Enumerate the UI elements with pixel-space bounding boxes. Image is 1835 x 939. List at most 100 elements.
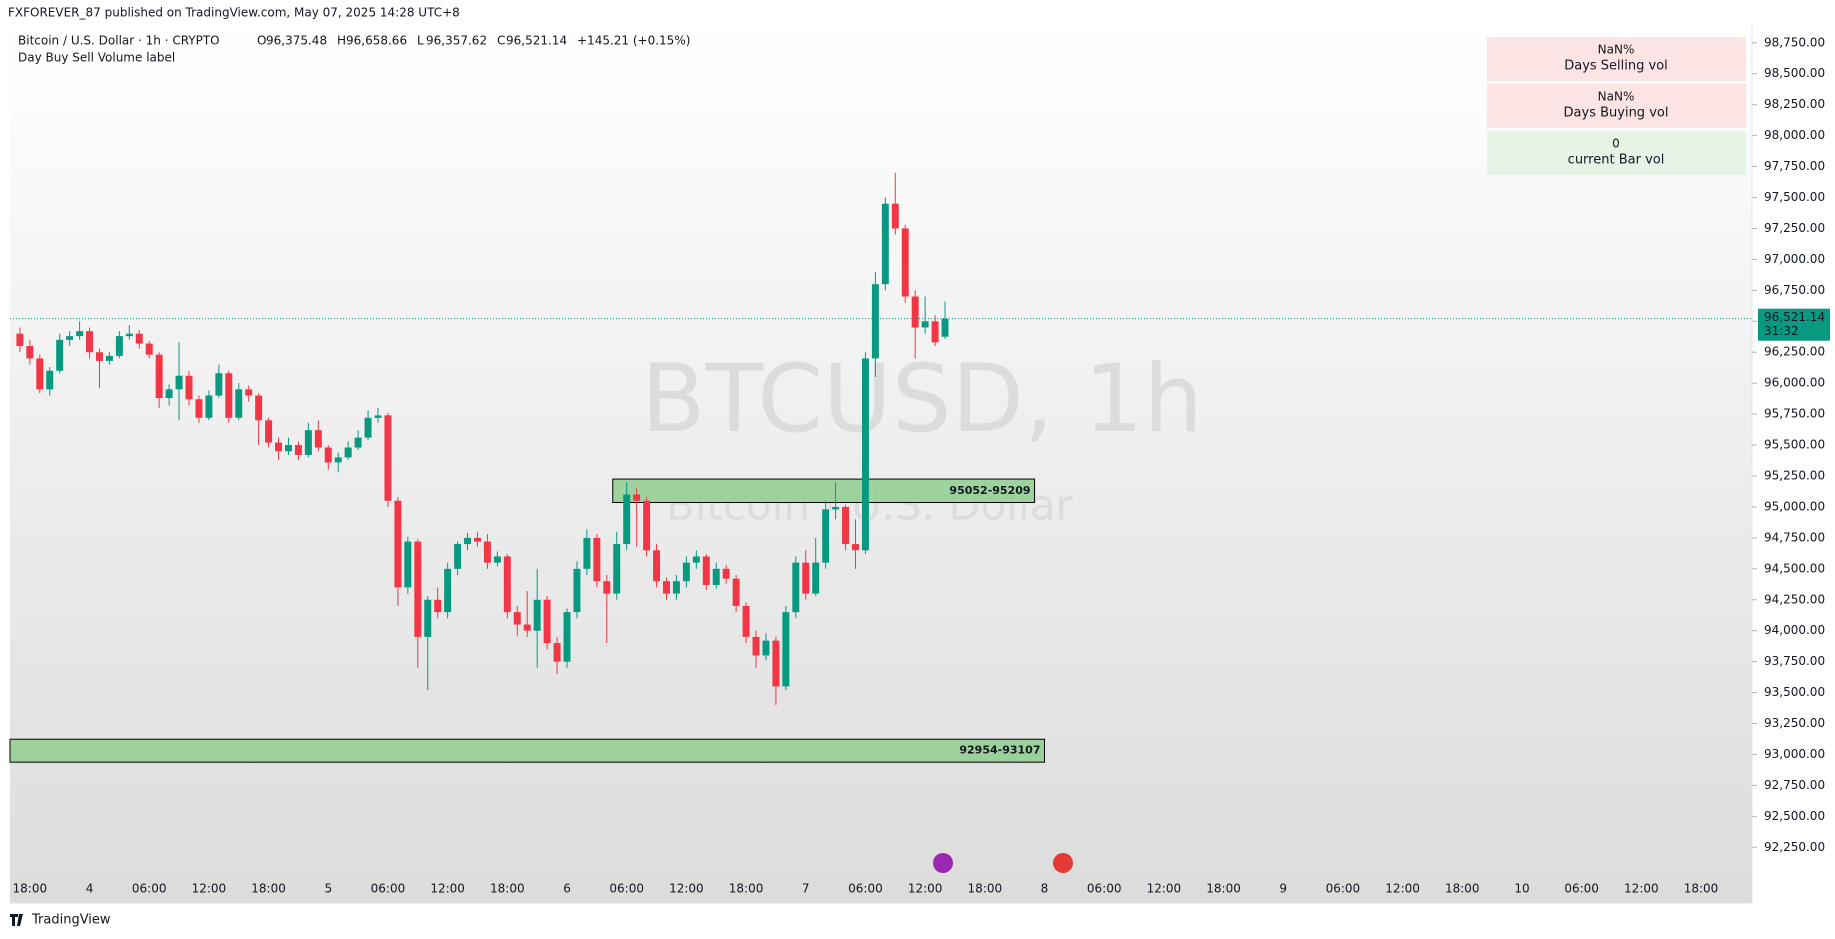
candle-body bbox=[105, 355, 113, 361]
x-tick-label: 8 bbox=[1041, 882, 1049, 896]
zone-label: 95052-95209 bbox=[949, 484, 1030, 497]
candle-body bbox=[26, 346, 34, 359]
x-tick-label: 18:00 bbox=[1684, 882, 1719, 896]
candle-body bbox=[832, 506, 840, 510]
table-cell bbox=[1487, 131, 1746, 175]
event-icon[interactable] bbox=[1053, 853, 1073, 873]
candle-body bbox=[16, 333, 24, 347]
candle-body bbox=[901, 228, 909, 297]
legend-key: O bbox=[257, 34, 266, 48]
candle-body bbox=[513, 612, 521, 625]
y-tick-label: 93,250.00 bbox=[1764, 716, 1825, 730]
x-tick-label: 18:00 bbox=[1206, 882, 1241, 896]
candle-body bbox=[543, 599, 551, 644]
candle-body bbox=[742, 605, 750, 637]
y-tick-label: 98,500.00 bbox=[1764, 66, 1825, 80]
table-value: NaN% bbox=[1598, 90, 1635, 104]
candle-body bbox=[185, 375, 193, 400]
y-tick-label: 92,250.00 bbox=[1764, 840, 1825, 854]
y-tick-label: 92,500.00 bbox=[1764, 809, 1825, 823]
y-tick-label: 98,250.00 bbox=[1764, 97, 1825, 111]
table-label: Days Selling vol bbox=[1564, 59, 1668, 74]
candle-body bbox=[66, 336, 74, 340]
table-cell bbox=[1487, 37, 1746, 81]
x-tick-label: 10 bbox=[1514, 882, 1529, 896]
candle-body bbox=[752, 636, 760, 656]
watermark: BTCUSD, 1h bbox=[641, 345, 1203, 454]
candle-body bbox=[155, 354, 163, 399]
candle-body bbox=[483, 541, 491, 563]
y-tick-label: 93,750.00 bbox=[1764, 654, 1825, 668]
y-tick-label: 95,750.00 bbox=[1764, 407, 1825, 421]
candle-body bbox=[334, 457, 342, 463]
y-tick-label: 96,250.00 bbox=[1764, 345, 1825, 359]
event-icon[interactable] bbox=[933, 853, 953, 873]
candle-body bbox=[702, 556, 710, 585]
candle-body bbox=[344, 447, 352, 458]
candle-body bbox=[414, 541, 422, 637]
legend-value: 96,658.66 bbox=[346, 34, 407, 48]
candle-body bbox=[911, 296, 919, 328]
candle-body bbox=[255, 395, 263, 421]
candle-body bbox=[115, 336, 123, 356]
candle-body bbox=[165, 389, 173, 399]
x-tick-label: 06:00 bbox=[132, 882, 167, 896]
logo bbox=[10, 914, 23, 926]
candle-body bbox=[275, 442, 283, 452]
y-tick-label: 92,750.00 bbox=[1764, 778, 1825, 792]
y-tick-label: 96,000.00 bbox=[1764, 376, 1825, 390]
candle-body bbox=[434, 599, 442, 613]
candle-body bbox=[553, 643, 561, 662]
x-tick-label: 18:00 bbox=[490, 882, 525, 896]
x-tick-label: 6 bbox=[563, 882, 571, 896]
candle-body bbox=[424, 599, 432, 637]
candle-body bbox=[573, 568, 581, 613]
y-tick-label: 97,500.00 bbox=[1764, 190, 1825, 204]
candle-body bbox=[294, 445, 302, 455]
candle-body bbox=[364, 417, 372, 438]
x-tick-label: 06:00 bbox=[1087, 882, 1122, 896]
candle-body bbox=[86, 331, 94, 353]
candle-body bbox=[712, 568, 720, 585]
candle-body bbox=[682, 562, 690, 582]
candle-body bbox=[215, 373, 223, 396]
candle-body bbox=[762, 640, 770, 656]
x-tick-label: 18:00 bbox=[1445, 882, 1480, 896]
candle-body bbox=[354, 437, 362, 448]
x-tick-label: 06:00 bbox=[609, 882, 644, 896]
candle-body bbox=[613, 544, 621, 594]
candle-body bbox=[663, 581, 670, 594]
table-value: NaN% bbox=[1598, 43, 1635, 57]
zone bbox=[9, 738, 1045, 763]
candle-body bbox=[603, 581, 611, 594]
candle-body bbox=[672, 581, 680, 594]
x-tick-label: 9 bbox=[1279, 882, 1287, 896]
candle-body bbox=[822, 509, 830, 563]
candle-body bbox=[245, 389, 253, 396]
candle-body bbox=[732, 578, 740, 606]
candle-body bbox=[563, 612, 571, 662]
y-tick-label: 93,000.00 bbox=[1764, 747, 1825, 761]
candle-body bbox=[533, 599, 541, 631]
candle-body bbox=[503, 556, 511, 613]
candle-body bbox=[772, 640, 780, 687]
candle-body bbox=[941, 318, 949, 337]
candle-body bbox=[852, 544, 859, 551]
countdown: 31:32 bbox=[1764, 324, 1799, 338]
candle-body bbox=[284, 445, 292, 452]
candle-body bbox=[235, 389, 243, 418]
candle-body bbox=[792, 562, 800, 613]
candle-body bbox=[523, 624, 531, 631]
x-tick-label: 18:00 bbox=[251, 882, 286, 896]
candle-body bbox=[623, 494, 631, 545]
indicator: Day Buy Sell Volume label bbox=[18, 51, 175, 65]
y-tick-label: 94,500.00 bbox=[1764, 561, 1825, 575]
candle-body bbox=[125, 333, 133, 337]
candle-body bbox=[205, 395, 213, 418]
x-tick-label: 5 bbox=[324, 882, 332, 896]
x-tick-label: 12:00 bbox=[430, 882, 465, 896]
candle-body bbox=[871, 284, 879, 359]
candle-body bbox=[76, 331, 84, 337]
table-cell bbox=[1487, 84, 1746, 128]
